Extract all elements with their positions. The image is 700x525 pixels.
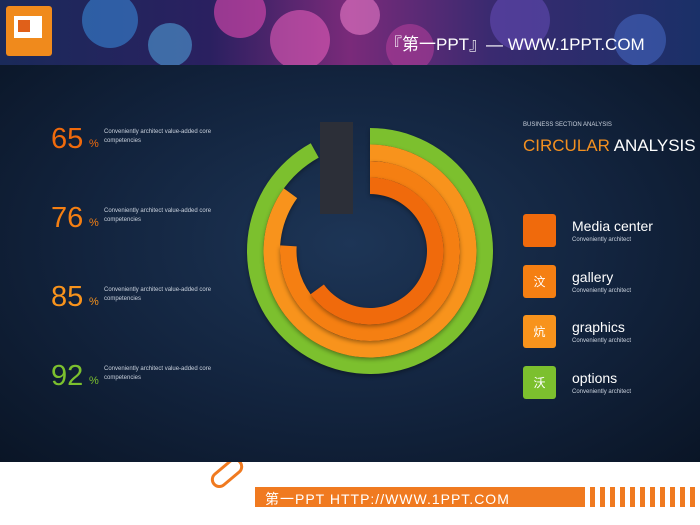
legend-sub: Conveniently architect [572, 338, 632, 344]
description: Conveniently architect value-added core … [104, 366, 212, 381]
value-label: 65 [51, 123, 84, 155]
value-label: 92 [51, 360, 84, 392]
description: Conveniently architect value-added core … [104, 129, 212, 144]
brand: 『第一PPT』— WWW.1PPT.COM [385, 35, 645, 54]
value-label: 85 [51, 281, 84, 313]
legend-name: Media center [572, 218, 653, 234]
legend-swatch [523, 214, 556, 247]
footer-bar [210, 462, 695, 507]
legend-swatch: 汶 [523, 264, 556, 298]
unit-label: % [89, 217, 99, 229]
legend-sub: Conveniently architect [572, 287, 632, 294]
title-highlight: CIRCULAR [523, 136, 610, 155]
footer-text: 第一PPT HTTP://WWW.1PPT.COM [265, 491, 510, 507]
supertitle: BUSINESS SECTION ANALYSIS [523, 122, 612, 128]
title-rest: ANALYSIS [613, 136, 696, 155]
unit-label: % [89, 296, 99, 308]
legend-swatch: 沃 [523, 365, 556, 399]
legend-sub: Conveniently architect [572, 237, 632, 243]
title: CIRCULAR ANALYSIS [523, 136, 696, 156]
unit-label: % [89, 375, 99, 387]
legend-sub: Conveniently architect [572, 388, 632, 395]
legend-swatch: 炕 [523, 315, 556, 348]
description: Conveniently architect value-added core … [104, 287, 212, 302]
unit-label: % [89, 138, 99, 150]
legend-name: options [572, 369, 618, 386]
legend-name: graphics [572, 319, 625, 335]
header: 『第一PPT』— WWW.1PPT.COM [0, 0, 700, 65]
bokeh [6, 0, 666, 65]
value-label: 76 [51, 202, 84, 234]
decor-bar [320, 122, 353, 214]
legend-name: gallery [572, 268, 614, 285]
description: Conveniently architect value-added core … [104, 208, 212, 223]
